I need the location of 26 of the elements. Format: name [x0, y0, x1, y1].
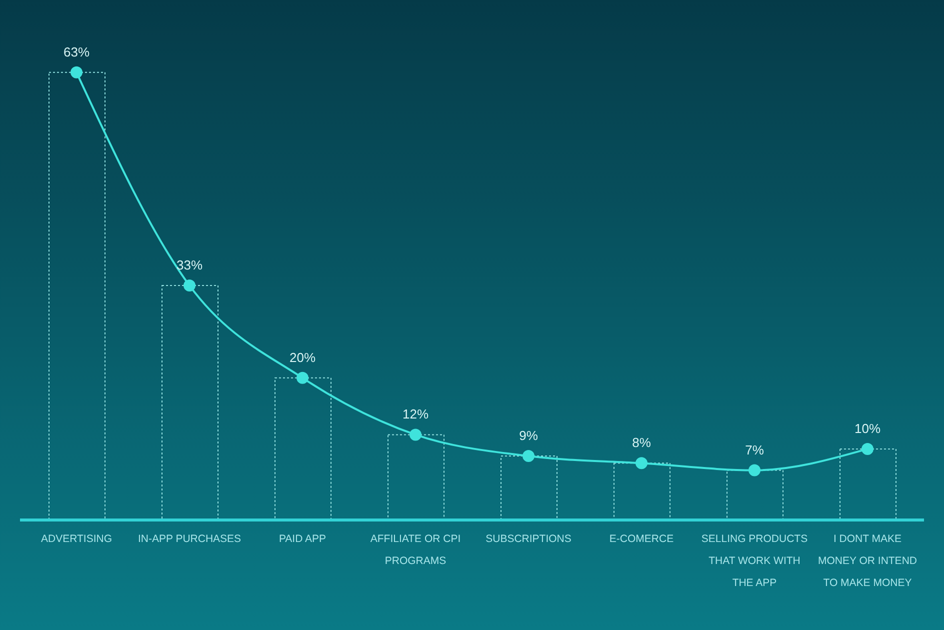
point: [70, 66, 82, 78]
x-tick-label: IN-APP PURCHASES: [138, 533, 242, 545]
x-tick-label: ADVERTISING: [41, 533, 112, 545]
x-tick-label: SUBSCRIPTIONS: [486, 533, 572, 545]
data-label: 33%: [176, 258, 203, 273]
point: [748, 464, 760, 476]
data-label: 12%: [402, 406, 429, 422]
data-label: 8%: [632, 435, 652, 450]
point: [410, 428, 422, 441]
data-label: 9%: [519, 428, 538, 444]
bar: [162, 285, 218, 520]
x-tick-label: I DONT MAKE MONEY OR INTEND TO MAKE MONEY: [818, 533, 918, 589]
x-tick-label: E-COMERCE: [609, 533, 674, 545]
point: [636, 457, 648, 470]
point: [862, 442, 874, 455]
bar: [48, 72, 106, 520]
point: [296, 372, 308, 384]
data-label: 10%: [854, 420, 881, 436]
point: [522, 450, 534, 462]
data-label: 20%: [289, 350, 316, 365]
data-label: 7%: [745, 442, 764, 458]
x-tick-label: PAID APP: [278, 533, 326, 545]
x-tick-label: SELLING PRODUCTS THAT WORK WITH THE APP: [701, 533, 808, 589]
x-tick-label: AFFILIATE OR CPI PROGRAMS: [370, 533, 461, 567]
point: [184, 280, 196, 292]
data-label: 63%: [63, 44, 90, 60]
